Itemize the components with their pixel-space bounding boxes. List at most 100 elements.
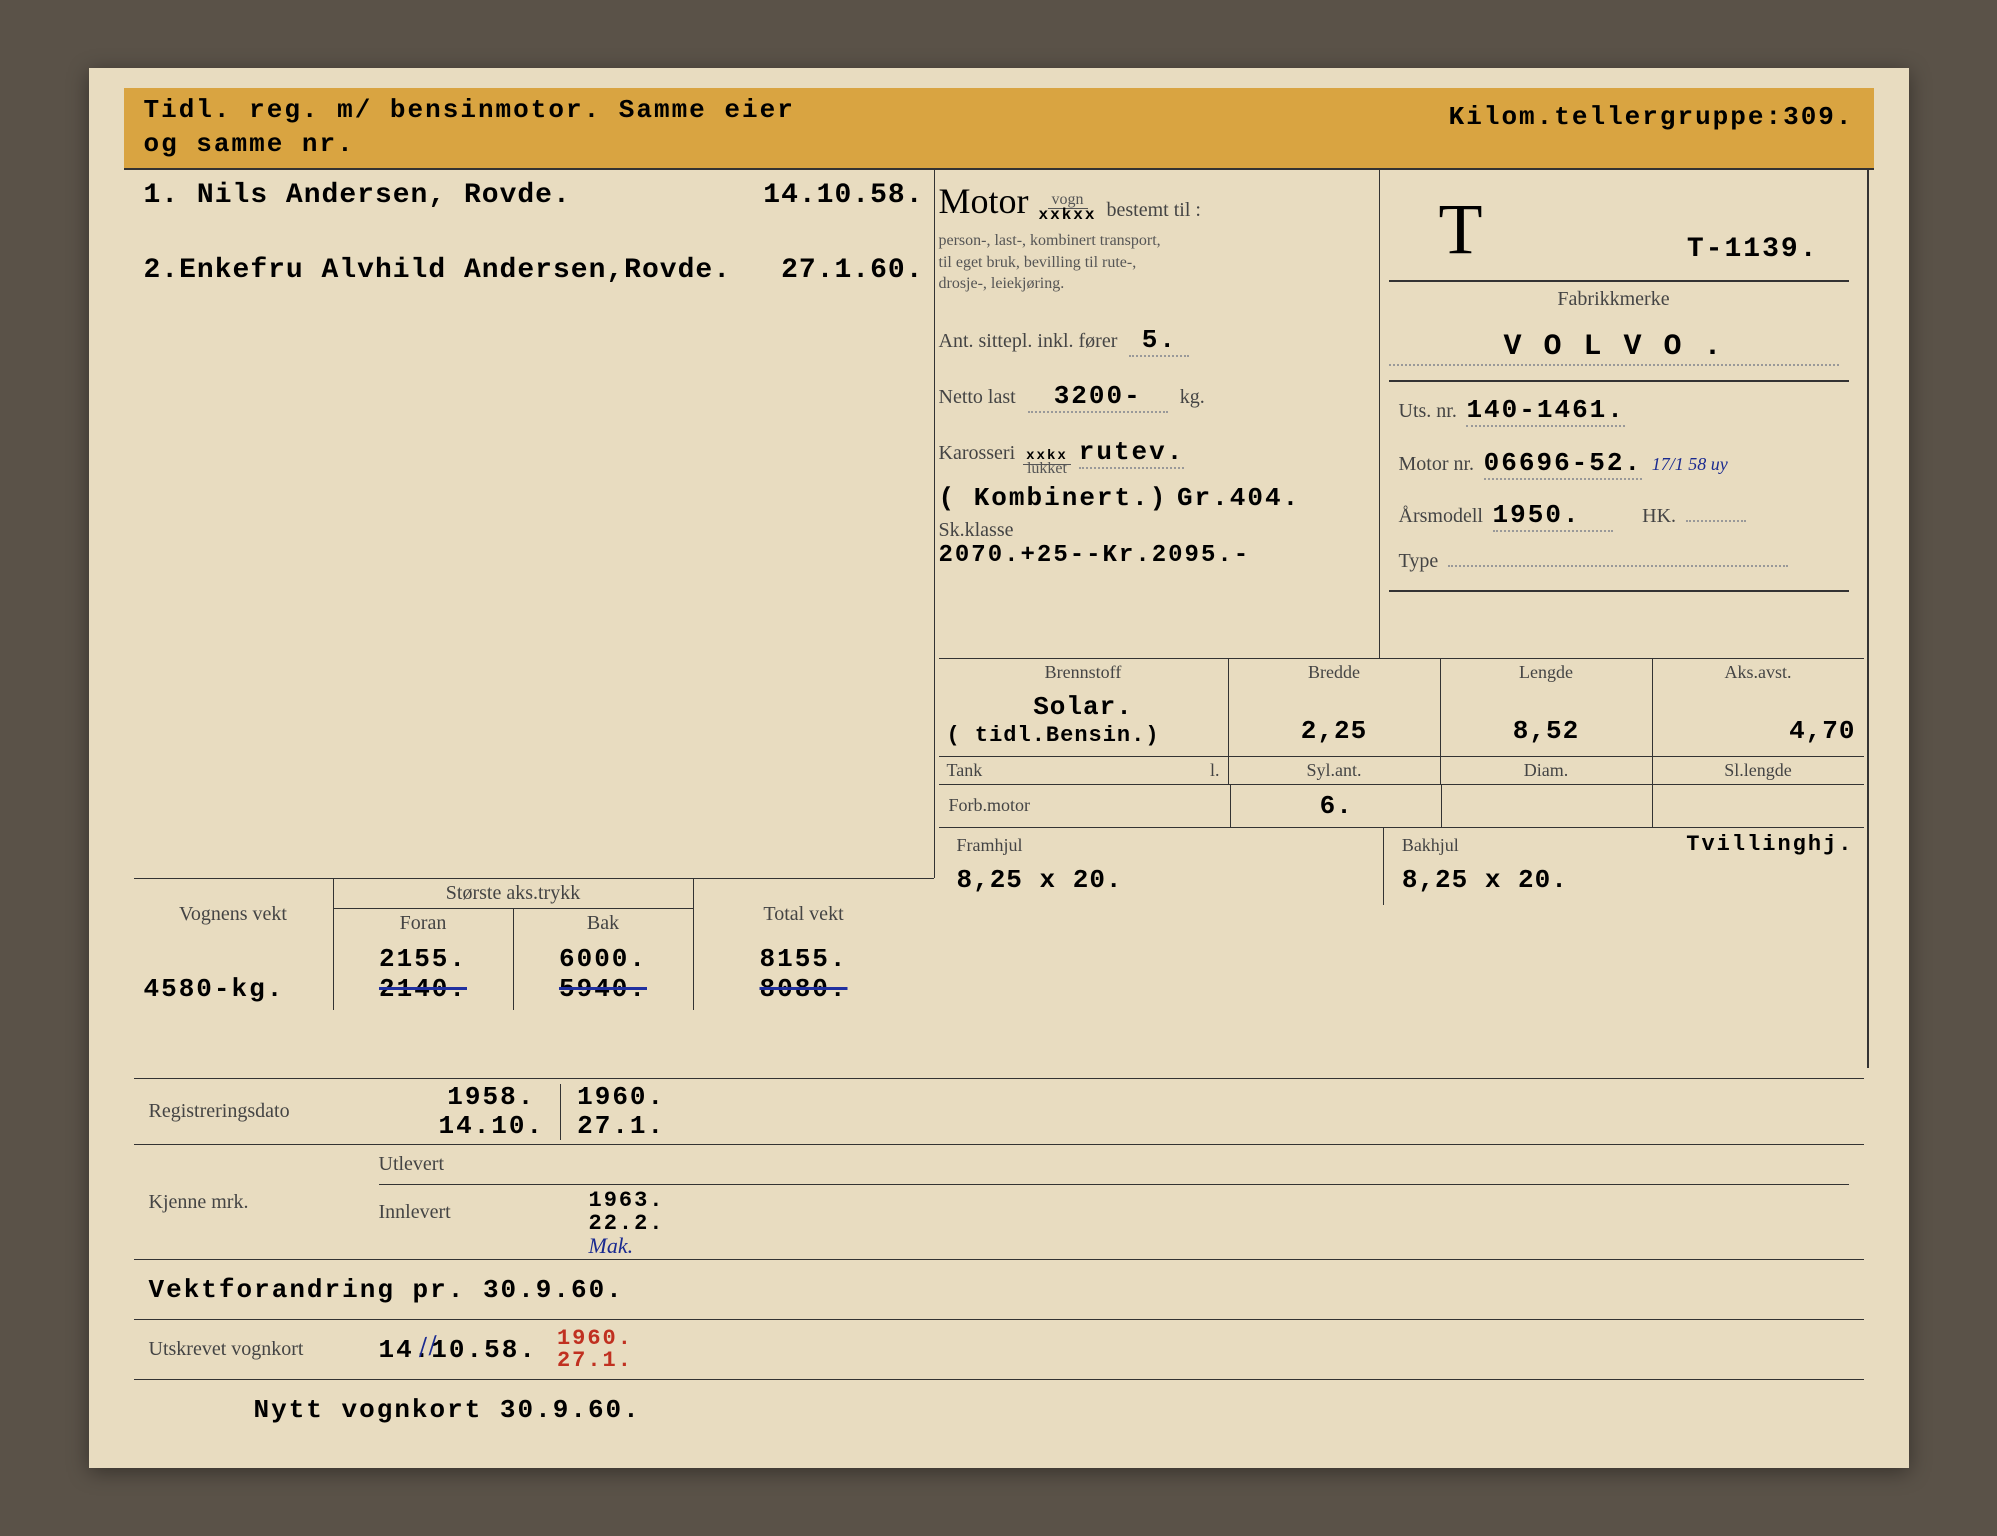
arsmodell-value: 1950. — [1493, 500, 1613, 532]
owner-num: 1. — [144, 180, 180, 211]
motor-purpose: person-, last-, kombinert transport, til… — [939, 230, 1369, 295]
innlevert-value: 1963. 22.2. — [589, 1189, 665, 1235]
divider — [124, 168, 1874, 170]
owner-name: Nils Andersen, Rovde. — [197, 180, 571, 211]
utskrevet-label: Utskrevet vognkort — [149, 1338, 379, 1361]
bak-value: 6000. — [520, 944, 687, 974]
hk-label: HK. — [1642, 505, 1676, 527]
utskrevet-value2: 1960. 27.1. — [557, 1328, 633, 1372]
brennstoff-value2: ( tidl.Bensin.) — [947, 723, 1220, 749]
sittepl-label: Ant. sittepl. inkl. fører — [939, 330, 1118, 353]
vognens-value: 4580-kg. — [134, 938, 334, 1010]
owners-list: 1. Nils Andersen, Rovde. 14.10.58. 2.Enk… — [144, 180, 924, 330]
owner-date: 27.1.60. — [781, 255, 923, 286]
spec-table: Brennstoff Bredde Lengde Aks.avst. Solar… — [939, 658, 1864, 905]
regdato-value1: 1958. 14.10. — [439, 1083, 545, 1140]
bottom-section: Registreringsdato 1958. 14.10. 1960. 27.… — [134, 1078, 1864, 1439]
netto-label: Netto last — [939, 386, 1016, 409]
divider — [1867, 168, 1869, 1068]
tank-header: Tank — [947, 760, 983, 780]
bak-header: Bak — [514, 909, 693, 938]
total-value: 8155. — [700, 944, 908, 974]
utskrevet-value1: 14.10.58. // — [379, 1335, 537, 1365]
forb-header: Forb.motor — [939, 785, 1232, 827]
sllengde-header: Sl.lengde — [1653, 757, 1864, 784]
bakhjul-value: 8,25 x 20. — [1394, 859, 1854, 901]
divider — [1389, 380, 1849, 382]
foran-value: 2155. — [340, 944, 507, 974]
tvilling: Tvillinghj. — [1686, 832, 1853, 859]
header-line1: Tidl. reg. m/ bensinmotor. Samme eier — [144, 94, 795, 128]
divider — [1389, 280, 1849, 282]
big-t: T — [1439, 188, 1483, 271]
syl-header: Syl.ant. — [1229, 757, 1441, 784]
motornr-label: Motor nr. — [1399, 453, 1475, 475]
regdato-label: Registreringsdato — [149, 1100, 379, 1123]
netto-value: 3200- — [1028, 381, 1168, 413]
karosseri-under: lukket — [1027, 460, 1067, 477]
divider — [934, 168, 936, 878]
bak-strike: 5940. — [520, 974, 687, 1004]
hk-value — [1686, 520, 1746, 522]
total-strike: 8080. — [700, 974, 908, 1004]
framhjul-header: Framhjul — [949, 832, 1373, 859]
bakhjul-header: Bakhjul — [1394, 832, 1467, 859]
motornr-value: 06696-52. — [1484, 448, 1642, 480]
weight-table: Vognens vekt Største aks.trykk Foran Bak… — [134, 878, 934, 1010]
owner-name: Enkefru Alvhild Andersen,Rovde. — [179, 255, 731, 286]
motor-panel: Motor vogn xxkxx bestemt til : person-, … — [939, 180, 1369, 569]
diam-value — [1442, 785, 1653, 827]
uts-label: Uts. nr. — [1399, 400, 1457, 422]
innlevert-label: Innlevert — [379, 1201, 519, 1224]
motor-title: Motor — [939, 180, 1029, 222]
karosseri-label: Karosseri — [939, 442, 1016, 465]
kombinert: ( Kombinert.) — [939, 483, 1168, 513]
owner-row: 2.Enkefru Alvhild Andersen,Rovde. 27.1.6… — [144, 255, 924, 286]
header-line2: og samme nr. — [144, 128, 795, 162]
motor-sub-strike: xxkxx — [1039, 206, 1097, 224]
fabrikkmerke-value: V O L V O . — [1389, 330, 1839, 366]
reg-number: T-1139. — [1687, 234, 1819, 265]
registration-card: Tidl. reg. m/ bensinmotor. Samme eier og… — [89, 68, 1909, 1468]
brennstoff-header: Brennstoff — [939, 659, 1229, 686]
tank-unit: l. — [1210, 760, 1220, 781]
bredde-value: 2,25 — [1229, 686, 1441, 756]
bredde-header: Bredde — [1229, 659, 1441, 686]
gr: Gr.404. — [1177, 483, 1300, 513]
sittepl-value: 5. — [1129, 325, 1189, 357]
vognens-header: Vognens vekt — [179, 903, 287, 925]
header-note-right: Kilom.tellergruppe:309. — [1449, 94, 1854, 162]
aksavst-value: 4,70 — [1653, 686, 1864, 756]
type-label: Type — [1399, 550, 1439, 572]
divider — [1379, 168, 1381, 658]
owner-date: 14.10.58. — [763, 180, 923, 211]
skklasse-label: Sk.klasse — [939, 519, 1014, 542]
nytt-vognkort: Nytt vognkort 30.9.60. — [254, 1395, 641, 1425]
type-value — [1448, 565, 1788, 567]
fabrikkmerke-label: Fabrikkmerke — [1389, 288, 1839, 311]
foran-header: Foran — [334, 909, 514, 938]
karosseri-value: rutev. — [1079, 437, 1185, 469]
sllengde-value — [1653, 785, 1863, 827]
motornr-annotation: 17/1 58 uy — [1652, 454, 1728, 474]
brennstoff-value1: Solar. — [947, 692, 1220, 723]
owner-row: 1. Nils Andersen, Rovde. 14.10.58. — [144, 180, 924, 211]
diam-header: Diam. — [1441, 757, 1653, 784]
innlevert-scribble: Mak. — [589, 1233, 1849, 1259]
header-band: Tidl. reg. m/ bensinmotor. Samme eier og… — [124, 88, 1874, 168]
uts-value: 140-1461. — [1466, 395, 1624, 427]
owner-num: 2. — [144, 255, 180, 286]
utlevert-label: Utlevert — [379, 1153, 519, 1176]
lengde-header: Lengde — [1441, 659, 1653, 686]
netto-unit: kg. — [1180, 386, 1205, 409]
anm-typed: Vektforandring pr. 30.9.60. — [149, 1275, 624, 1305]
storste-header: Største aks.trykk — [334, 879, 693, 909]
skklasse-value: 2070.+25--Kr.2095.- — [939, 542, 1369, 569]
header-note-left: Tidl. reg. m/ bensinmotor. Samme eier og… — [144, 94, 795, 162]
syl-value: 6. — [1231, 785, 1442, 827]
regdato-value2: 1960. 27.1. — [577, 1083, 665, 1140]
arsmodell-label: Årsmodell — [1399, 505, 1483, 527]
lengde-value: 8,52 — [1441, 686, 1653, 756]
motor-bestemt: bestemt til : — [1107, 199, 1201, 222]
total-header: Total vekt — [763, 903, 843, 925]
